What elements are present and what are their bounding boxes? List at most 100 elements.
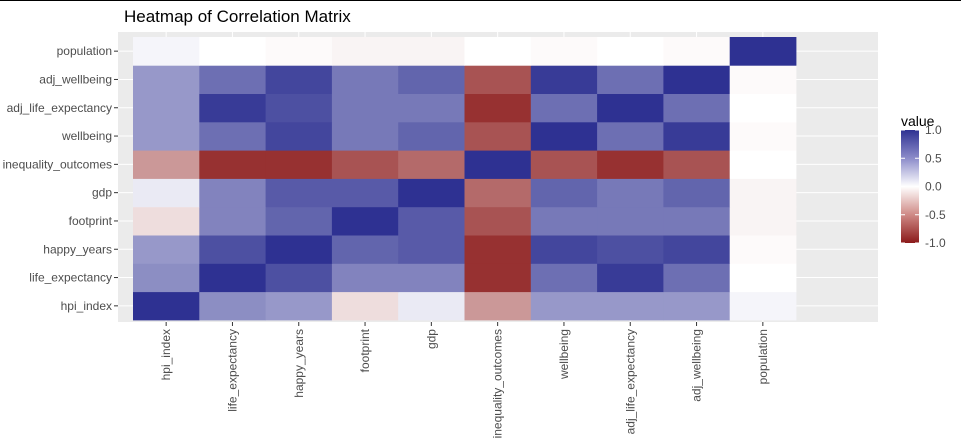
heatmap-cell-wellbeing-adj_wellbeing [663,121,731,151]
heatmap-cell-footprint-population [729,206,797,236]
y-tick-label: hpi_index [61,299,112,313]
heatmap-cell-inequality_outcomes-happy_years [265,150,333,179]
heatmap-cell-hpi_index-hpi_index [133,291,200,321]
x-tick-label: gdp [424,329,438,349]
legend-break-label: 0.5 [925,151,942,165]
y-tick-label: life_expectancy [29,271,112,285]
heatmap-cell-adj_wellbeing-adj_wellbeing [663,65,731,94]
heatmap-cell-hpi_index-population [729,291,797,321]
heatmap-cell-gdp-happy_years [265,178,333,208]
x-tick-label: hpi_index [159,329,173,380]
heatmap-cell-wellbeing-hpi_index [133,121,200,151]
heatmap-cell-adj_life_expectancy-happy_years [265,93,333,123]
heatmap-cell-population-life_expectancy [199,37,266,66]
heatmap-cell-life_expectancy-footprint [331,263,399,293]
legend-break-label: -0.5 [925,208,946,222]
heatmap-cell-population-happy_years [265,37,333,66]
x-tick-label: inequality_outcomes [491,329,505,438]
heatmap-cell-inequality_outcomes-gdp [398,150,465,179]
legend-break-label: -1.0 [925,236,946,250]
heatmap-cell-life_expectancy-life_expectancy [199,263,266,293]
heatmap-cell-adj_wellbeing-footprint [331,65,399,94]
heatmap-cell-wellbeing-wellbeing [530,121,598,151]
heatmap-cell-adj_wellbeing-hpi_index [133,65,200,94]
heatmap-cell-happy_years-gdp [398,235,465,264]
heatmap-cell-gdp-life_expectancy [199,178,266,208]
heatmap-cell-population-wellbeing [530,37,598,66]
heatmap-cell-gdp-gdp [398,178,465,208]
heatmap-cell-footprint-adj_life_expectancy [597,206,664,236]
heatmap-cell-gdp-footprint [331,178,399,208]
y-tick-label: gdp [92,186,112,200]
chart-title: Heatmap of Correlation Matrix [124,7,351,26]
heatmap-cell-life_expectancy-happy_years [265,263,333,293]
heatmap-cell-population-adj_wellbeing [663,37,731,66]
heatmap-cell-hpi_index-life_expectancy [199,291,266,321]
heatmap-cell-adj_life_expectancy-gdp [398,93,465,123]
heatmap-cell-wellbeing-population [729,121,797,151]
heatmap-cell-inequality_outcomes-adj_wellbeing [663,150,731,179]
top-border [0,0,961,1]
heatmap-cell-wellbeing-happy_years [265,121,333,151]
y-tick-label: adj_wellbeing [39,72,112,86]
y-tick-label: population [57,44,112,58]
heatmap-cell-population-population [729,37,797,66]
heatmap-cell-hpi_index-adj_life_expectancy [597,291,664,321]
heatmap-cell-hpi_index-footprint [331,291,399,321]
heatmap-cell-wellbeing-footprint [331,121,399,151]
heatmap-cell-happy_years-inequality_outcomes [464,235,532,264]
heatmap-cell-gdp-wellbeing [530,178,598,208]
x-tick-label: happy_years [292,329,306,398]
legend-title: value [901,113,935,129]
heatmap-cell-happy_years-happy_years [265,235,333,264]
heatmap-cell-adj_life_expectancy-footprint [331,93,399,123]
y-tick-label: adj_life_expectancy [7,101,112,115]
heatmap-cell-life_expectancy-adj_wellbeing [663,263,731,293]
heatmap-cell-hpi_index-adj_wellbeing [663,291,731,321]
heatmap-cell-adj_life_expectancy-adj_wellbeing [663,93,731,123]
y-tick-label: happy_years [43,242,112,256]
heatmap-cell-hpi_index-inequality_outcomes [464,291,532,321]
heatmap-cell-adj_life_expectancy-adj_life_expectancy [597,93,664,123]
legend-break-label: 1.0 [925,123,942,137]
heatmap-cell-adj_life_expectancy-inequality_outcomes [464,93,532,123]
heatmap-cell-adj_life_expectancy-life_expectancy [199,93,266,123]
heatmap-cell-happy_years-hpi_index [133,235,200,264]
heatmap-cell-population-footprint [331,37,399,66]
heatmap-cell-hpi_index-happy_years [265,291,333,321]
heatmap-cell-gdp-inequality_outcomes [464,178,532,208]
x-tick-label: adj_life_expectancy [623,329,637,434]
heatmap-cell-happy_years-population [729,235,797,264]
heatmap-cell-footprint-inequality_outcomes [464,206,532,236]
heatmap-cell-adj_life_expectancy-population [729,93,797,123]
heatmap-cell-happy_years-adj_life_expectancy [597,235,664,264]
heatmap-cell-life_expectancy-wellbeing [530,263,598,293]
heatmap-cell-inequality_outcomes-wellbeing [530,150,598,179]
heatmap-cell-adj_life_expectancy-hpi_index [133,93,200,123]
heatmap-cell-footprint-gdp [398,206,465,236]
heatmap-cell-happy_years-wellbeing [530,235,598,264]
heatmap-cell-wellbeing-adj_life_expectancy [597,121,664,151]
heatmap-cell-adj_wellbeing-life_expectancy [199,65,266,94]
heatmap-cell-life_expectancy-inequality_outcomes [464,263,532,293]
x-tick-label: wellbeing [557,329,571,380]
heatmap-cell-happy_years-adj_wellbeing [663,235,731,264]
x-tick-label: adj_wellbeing [690,329,704,402]
heatmap-cell-adj_wellbeing-adj_life_expectancy [597,65,664,94]
heatmap-cell-footprint-hpi_index [133,206,200,236]
heatmap-cell-hpi_index-wellbeing [530,291,598,321]
heatmap-cell-inequality_outcomes-adj_life_expectancy [597,150,664,179]
heatmap-cell-population-gdp [398,37,465,66]
heatmap-cell-footprint-life_expectancy [199,206,266,236]
heatmap-cell-adj_wellbeing-wellbeing [530,65,598,94]
y-tick-label: wellbeing [61,129,112,143]
heatmap-cell-adj_wellbeing-inequality_outcomes [464,65,532,94]
heatmap-cell-population-adj_life_expectancy [597,37,664,66]
x-tick-label: population [756,329,770,384]
heatmap-cell-wellbeing-inequality_outcomes [464,121,532,151]
heatmap-cell-happy_years-footprint [331,235,399,264]
heatmap-cell-population-inequality_outcomes [464,37,532,66]
x-tick-label: footprint [358,328,372,372]
